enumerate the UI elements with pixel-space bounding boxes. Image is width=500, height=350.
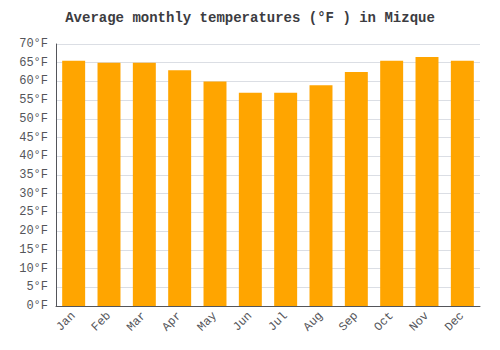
- svg-text:0°F: 0°F: [26, 299, 48, 313]
- svg-text:60°F: 60°F: [19, 74, 48, 88]
- svg-text:15°F: 15°F: [19, 243, 48, 257]
- svg-text:Sep: Sep: [336, 309, 361, 334]
- svg-text:Jan: Jan: [53, 309, 78, 334]
- svg-text:Average monthly temperatures (: Average monthly temperatures (°F ) in Mi…: [65, 10, 435, 26]
- svg-text:Jul: Jul: [265, 309, 290, 334]
- svg-text:Aug: Aug: [301, 309, 326, 334]
- svg-text:25°F: 25°F: [19, 205, 48, 219]
- svg-text:55°F: 55°F: [19, 93, 48, 107]
- svg-text:Oct: Oct: [371, 309, 396, 334]
- svg-text:30°F: 30°F: [19, 187, 48, 201]
- svg-text:Apr: Apr: [159, 309, 184, 334]
- svg-text:40°F: 40°F: [19, 149, 48, 163]
- svg-text:10°F: 10°F: [19, 262, 48, 276]
- svg-text:Feb: Feb: [89, 309, 114, 334]
- svg-text:5°F: 5°F: [26, 280, 48, 294]
- svg-text:50°F: 50°F: [19, 112, 48, 126]
- svg-text:65°F: 65°F: [19, 56, 48, 70]
- svg-text:Mar: Mar: [124, 309, 149, 334]
- svg-text:Jun: Jun: [230, 309, 255, 334]
- svg-text:May: May: [195, 309, 220, 334]
- svg-text:Dec: Dec: [442, 309, 467, 334]
- svg-text:20°F: 20°F: [19, 224, 48, 238]
- svg-text:35°F: 35°F: [19, 168, 48, 182]
- svg-text:Nov: Nov: [407, 309, 432, 334]
- svg-text:70°F: 70°F: [19, 37, 48, 51]
- svg-text:45°F: 45°F: [19, 131, 48, 145]
